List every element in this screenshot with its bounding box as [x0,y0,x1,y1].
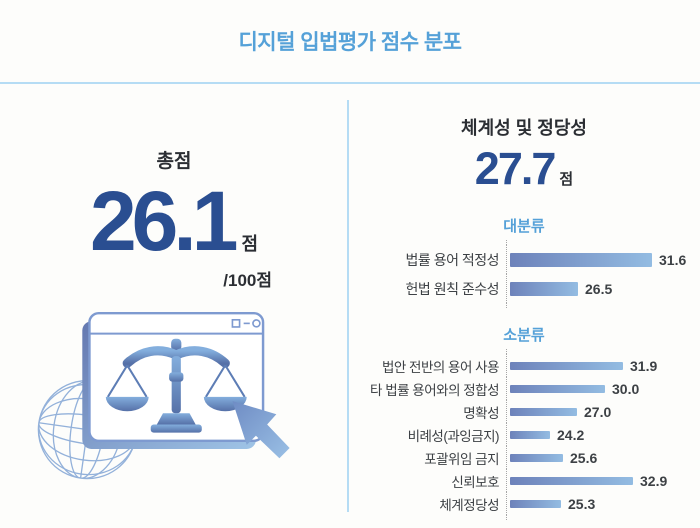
chart-bar [510,384,605,393]
illustration-svg [37,311,290,479]
chart-bar [510,476,633,485]
chart-row-bars: 26.5 [506,274,700,303]
chart-bar [510,499,561,508]
chart-row-bars: 25.6 [506,446,700,469]
chart-spacer-bars [506,240,700,245]
total-score-denominator: /100점 [223,270,273,290]
chart-row: 체계정당성 25.3 [348,492,700,515]
systematicity-score-unit: 점 [559,171,574,188]
chart-baseline-spacer [348,515,700,520]
chart-bar-value: 26.5 [585,280,613,297]
chart-row: 비례성(과잉금지) 24.2 [348,423,700,446]
systematicity-heading: 체계성 및 정당성 [461,118,587,138]
chart-bar [510,407,577,416]
chart-row-label: 신뢰보호 [451,474,499,490]
chart-row-label: 체계정당성 [439,497,499,513]
chart-baseline-spacer [348,303,700,308]
chart-row-label: 법률 용어 적정성 [405,251,500,268]
chart-row: 법안 전반의 용어 사용 31.9 [348,354,700,377]
chart-row: 포괄위임 금지 25.6 [348,446,700,469]
chart-spacer-bars [506,515,700,520]
chart-bar [510,430,550,439]
chart-row: 명확성 27.0 [348,400,700,423]
window-controls-icon [231,318,261,328]
chart-row-bars: 31.9 [506,354,700,377]
chart-row-label: 비례성(과잉금지) [407,428,500,444]
chart-bar [510,252,652,267]
chart-spacer-bars [506,349,700,354]
chart-row-label: 헌법 원칙 준수성 [405,280,500,297]
chart-row-label: 법안 전반의 용어 사용 [381,359,500,375]
chart-row-label: 타 법률 용어와의 정합성 [370,382,499,398]
chart-baseline-spacer [348,349,700,354]
chart-baseline-spacer [348,240,700,245]
chart-bar-value: 32.9 [640,472,668,489]
chart-row-bars: 30.0 [506,377,700,400]
chart-row: 헌법 원칙 준수성 26.5 [348,274,700,303]
law-evaluation-illustration [36,305,348,502]
total-score-unit: 점 [241,234,259,254]
chart-row-bars: 24.2 [506,423,700,446]
chart-bar [510,361,623,370]
chart-bar-value: 30.0 [612,380,640,397]
chart-spacer-bars [506,303,700,308]
chart-row-label: 명확성 [463,405,499,421]
chart-row-bars: 32.9 [506,469,700,492]
chart-row-label: 포괄위임 금지 [424,451,499,467]
systematicity-score-value: 27.7 [474,143,557,194]
page-title: 디지털 입법평가 점수 분포 [238,31,462,54]
chart-bar [510,281,578,296]
minor-category-chart: 법안 전반의 용어 사용 31.9 타 법률 용어와의 정합성 30.0 명확성 27.0… [348,349,700,520]
chart-row-bars: 27.0 [506,400,700,423]
chart-bar [510,453,563,462]
chart-bar-value: 31.6 [659,251,687,268]
chart-bar-value: 25.6 [570,449,598,466]
total-score-heading: 총점 [156,151,192,172]
chart-row-bars: 25.3 [506,492,700,515]
cursor-arrow-icon [232,400,290,458]
vertical-divider [347,100,349,512]
chart-row: 신뢰보호 32.9 [348,469,700,492]
total-score-value: 26.1 [89,174,238,268]
chart-bar-value: 31.9 [630,357,658,374]
chart-bar-value: 25.3 [568,495,596,512]
chart-row: 타 법률 용어와의 정합성 30.0 [348,377,700,400]
total-score-panel: 총점 26.1 점 /100점 [0,84,348,528]
chart-bar-value: 24.2 [557,426,585,443]
minor-category-title: 소분류 [503,327,545,344]
systematicity-panel: 체계성 및 정당성 27.7 점 대분류 법률 용어 적정성 31.6 헌법 원칙 … [348,84,700,528]
chart-bar-value: 27.0 [584,403,612,420]
chart-row: 법률 용어 적정성 31.6 [348,245,700,274]
chart-row-bars: 31.6 [506,245,700,274]
major-category-title: 대분류 [503,218,545,235]
header: 디지털 입법평가 점수 분포 [0,0,700,84]
major-category-chart: 법률 용어 적정성 31.6 헌법 원칙 준수성 26.5 [348,240,700,308]
